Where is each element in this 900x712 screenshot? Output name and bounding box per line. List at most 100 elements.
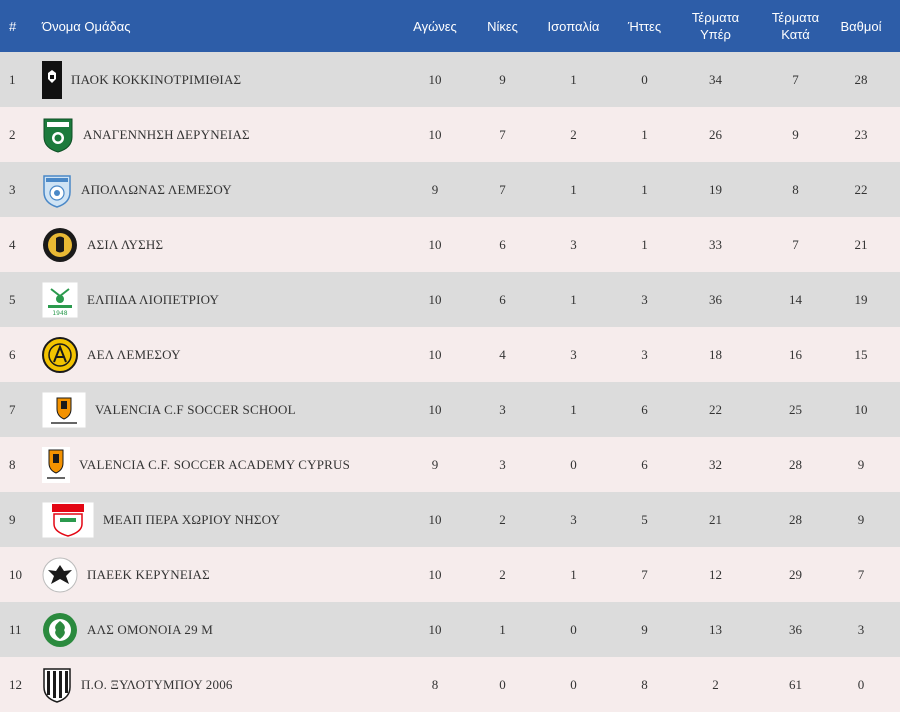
losses-cell: 5 xyxy=(641,511,648,527)
header-goals-against-line1: Τέρματα xyxy=(771,10,820,25)
points-cell: 9 xyxy=(857,511,865,527)
team-name[interactable]: Π.Ο. ΞΥΛΟΤΥΜΠΟΥ 2006 xyxy=(81,676,233,692)
team-cell[interactable]: ΑΛΣ ΟΜΟΝΟΙΑ 29 Μ xyxy=(42,602,385,657)
points-cell: 15 xyxy=(854,346,868,362)
goals-for-cell: 34 xyxy=(709,71,722,87)
team-cell[interactable]: ΑΝΑΓΕΝΝΗΣΗ ΔΕΡΥΝΕΙΑΣ xyxy=(42,107,385,162)
team-name[interactable]: ΑΝΑΓΕΝΝΗΣΗ ΔΕΡΥΝΕΙΑΣ xyxy=(83,126,250,142)
team-name[interactable]: VALENCIA C.F. SOCCER ACADEMY CYPRUS xyxy=(79,456,351,472)
played-cell: 10 xyxy=(428,401,442,417)
wins-cell: 2 xyxy=(499,511,506,527)
played-cell: 9 xyxy=(431,181,439,197)
table-row[interactable]: 4 ΑΣΙΛ ΛΥΣΗΣ 10 6 3 1 33 7 21 xyxy=(0,217,900,272)
header-goals-for-line1: Τέρματα xyxy=(691,10,740,25)
wins-cell: 1 xyxy=(499,621,506,637)
team-cell[interactable]: ΠΑΕΕΚ ΚΕΡΥΝΕΙΑΣ xyxy=(42,547,385,602)
table-row[interactable]: 12 Π.Ο. ΞΥΛΟΤΥΜΠΟΥ 2006 8 0 0 8 2 61 0 xyxy=(0,657,900,712)
table-row[interactable]: 8 VALENCIA C.F. SOCCER ACADEMY CYPRUS 9 … xyxy=(0,437,900,492)
table-row[interactable]: 2 ΑΝΑΓΕΝΝΗΣΗ ΔΕΡΥΝΕΙΑΣ 10 7 2 1 26 9 23 xyxy=(0,107,900,162)
team-cell[interactable]: 1948 ΕΛΠΙΔΑ ΛΙΟΠΕΤΡΙΟΥ xyxy=(42,272,385,327)
goals-against-cell: 8 xyxy=(792,181,799,197)
position-cell: 11 xyxy=(9,621,22,637)
losses-cell: 8 xyxy=(641,676,648,692)
played-cell: 10 xyxy=(428,621,442,637)
goals-for-cell: 26 xyxy=(709,126,722,142)
table-row[interactable]: 7 VALENCIA C.F SOCCER SCHOOL 10 3 1 6 22… xyxy=(0,382,900,437)
team-cell[interactable]: ΑΣΙΛ ΛΥΣΗΣ xyxy=(42,217,385,272)
points-cell: 22 xyxy=(854,181,868,197)
position-cell: 1 xyxy=(9,71,16,87)
played-cell: 10 xyxy=(428,71,442,87)
draws-cell: 1 xyxy=(570,401,577,417)
apollon-logo-icon xyxy=(42,172,72,208)
points-cell: 21 xyxy=(854,236,868,252)
goals-against-cell: 61 xyxy=(789,676,802,692)
goals-for-cell: 32 xyxy=(709,456,722,472)
wins-cell: 6 xyxy=(499,291,506,307)
wins-cell: 7 xyxy=(499,126,506,142)
team-name[interactable]: ΑΕΛ ΛΕΜΕΣΟΥ xyxy=(87,346,181,362)
goals-against-cell: 28 xyxy=(789,456,802,472)
draws-cell: 0 xyxy=(570,676,577,692)
points-cell: 7 xyxy=(857,566,865,582)
team-name[interactable]: ΑΣΙΛ ΛΥΣΗΣ xyxy=(87,236,164,252)
position-cell: 4 xyxy=(9,236,16,252)
points-cell: 19 xyxy=(854,291,868,307)
wins-cell: 0 xyxy=(499,676,506,692)
team-cell[interactable]: ΜΕΑΠ ΠΕΡΑ ΧΩΡΙΟΥ ΝΗΣΟΥ xyxy=(42,492,385,547)
asil-logo-icon xyxy=(42,227,78,263)
team-name[interactable]: ΠΑΕΕΚ ΚΕΡΥΝΕΙΑΣ xyxy=(87,566,210,582)
team-name[interactable]: ΜΕΑΠ ΠΕΡΑ ΧΩΡΙΟΥ ΝΗΣΟΥ xyxy=(103,511,281,527)
header-goals-for-line2: Υπέρ xyxy=(700,27,731,42)
header-wins: Νίκες xyxy=(487,18,518,34)
team-cell[interactable]: ΑΠΟΛΛΩΝΑΣ ΛΕΜΕΣΟΥ xyxy=(42,162,385,217)
goals-against-cell: 7 xyxy=(792,236,799,252)
team-name[interactable]: ΠΑΟΚ ΚΟΚΚΙΝΟΤΡΙΜΙΘΙΑΣ xyxy=(71,71,242,87)
losses-cell: 3 xyxy=(641,291,648,307)
goals-against-cell: 7 xyxy=(792,71,799,87)
goals-against-cell: 25 xyxy=(789,401,802,417)
team-cell[interactable]: ΠΑΟΚ ΚΟΚΚΙΝΟΤΡΙΜΙΘΙΑΣ xyxy=(42,52,385,107)
played-cell: 9 xyxy=(431,456,439,472)
position-cell: 2 xyxy=(9,126,16,142)
table-row[interactable]: 6 ΑΕΛ ΛΕΜΕΣΟΥ 10 4 3 3 18 16 15 xyxy=(0,327,900,382)
goals-for-cell: 22 xyxy=(709,401,722,417)
table-row[interactable]: 10 ΠΑΕΕΚ ΚΕΡΥΝΕΙΑΣ 10 2 1 7 12 29 7 xyxy=(0,547,900,602)
played-cell: 10 xyxy=(428,291,442,307)
team-name[interactable]: ΕΛΠΙΔΑ ΛΙΟΠΕΤΡΙΟΥ xyxy=(87,291,220,307)
position-cell: 12 xyxy=(9,676,22,692)
points-cell: 28 xyxy=(854,71,868,87)
wins-cell: 7 xyxy=(499,181,506,197)
wins-cell: 2 xyxy=(499,566,506,582)
valencia-academy-logo-icon xyxy=(42,446,70,483)
goals-against-cell: 28 xyxy=(789,511,802,527)
played-cell: 10 xyxy=(428,126,442,142)
points-cell: 3 xyxy=(857,621,865,637)
team-cell[interactable]: ΑΕΛ ΛΕΜΕΣΟΥ xyxy=(42,327,385,382)
draws-cell: 0 xyxy=(570,456,577,472)
team-cell[interactable]: VALENCIA C.F. SOCCER ACADEMY CYPRUS xyxy=(42,437,385,492)
team-name[interactable]: ΑΠΟΛΛΩΝΑΣ ΛΕΜΕΣΟΥ xyxy=(81,181,232,197)
goals-for-cell: 18 xyxy=(709,346,722,362)
goals-against-cell: 9 xyxy=(792,126,799,142)
meap-logo-icon xyxy=(42,501,94,538)
table-row[interactable]: 9 ΜΕΑΠ ΠΕΡΑ ΧΩΡΙΟΥ ΝΗΣΟΥ 10 2 3 5 21 28 … xyxy=(0,492,900,547)
team-cell[interactable]: Π.Ο. ΞΥΛΟΤΥΜΠΟΥ 2006 xyxy=(42,657,385,712)
goals-for-cell: 36 xyxy=(709,291,722,307)
position-cell: 3 xyxy=(9,181,16,197)
table-header-row: # Όνομα Ομάδας Αγώνες Νίκες Ισοπαλία Ήττ… xyxy=(0,0,900,52)
goals-for-cell: 2 xyxy=(712,676,719,692)
table-row[interactable]: 5 1948 ΕΛΠΙΔΑ ΛΙΟΠΕΤΡΙΟΥ 10 6 1 3 36 14 … xyxy=(0,272,900,327)
position-cell: 5 xyxy=(9,291,16,307)
goals-for-cell: 19 xyxy=(709,181,722,197)
table-row[interactable]: 11 ΑΛΣ ΟΜΟΝΟΙΑ 29 Μ 10 1 0 9 13 36 3 xyxy=(0,602,900,657)
draws-cell: 1 xyxy=(570,181,577,197)
table-row[interactable]: 1 ΠΑΟΚ ΚΟΚΚΙΝΟΤΡΙΜΙΘΙΑΣ 10 9 1 0 34 7 28 xyxy=(0,52,900,107)
team-name[interactable]: VALENCIA C.F SOCCER SCHOOL xyxy=(95,401,296,417)
table-row[interactable]: 3 ΑΠΟΛΛΩΝΑΣ ΛΕΜΕΣΟΥ 9 7 1 1 19 8 22 xyxy=(0,162,900,217)
team-cell[interactable]: VALENCIA C.F SOCCER SCHOOL xyxy=(42,382,385,437)
losses-cell: 3 xyxy=(641,346,648,362)
played-cell: 10 xyxy=(428,566,442,582)
team-name[interactable]: ΑΛΣ ΟΜΟΝΟΙΑ 29 Μ xyxy=(87,621,214,637)
losses-cell: 0 xyxy=(641,71,648,87)
